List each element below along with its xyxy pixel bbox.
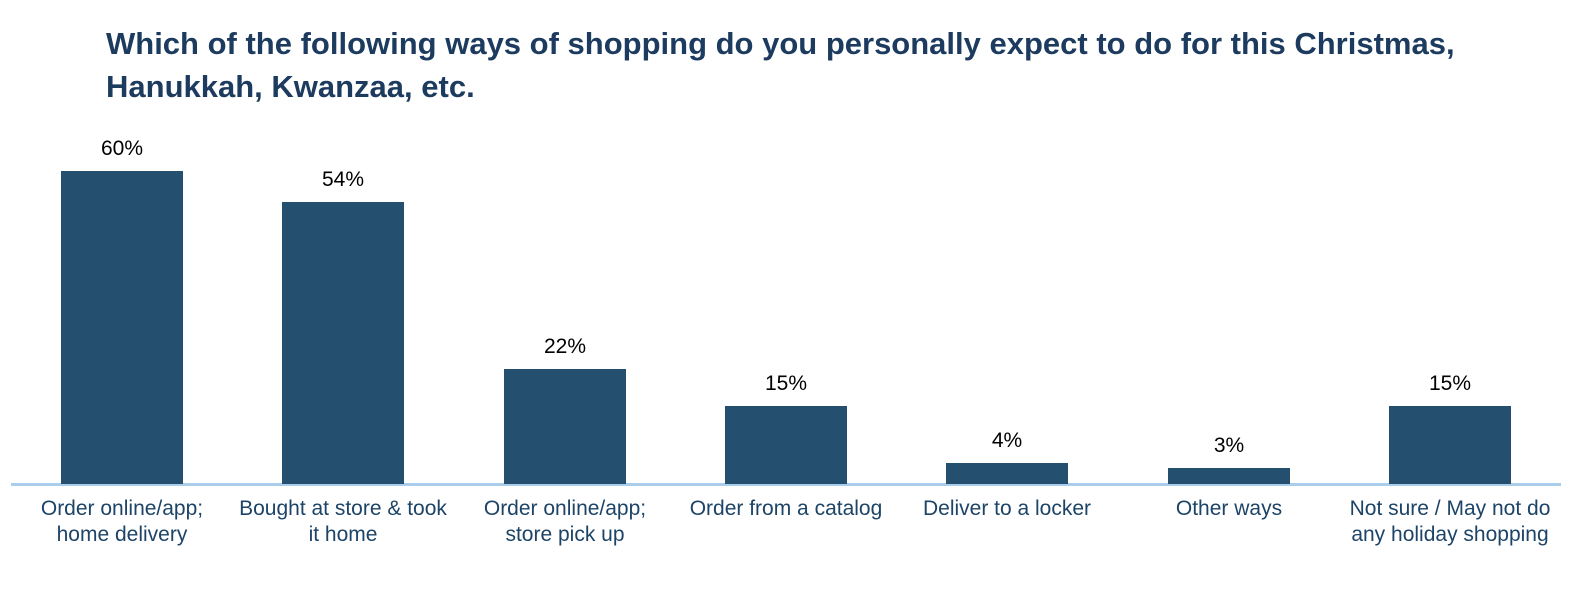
category-label-line: Order online/app; — [40, 497, 204, 520]
category-label: Other ways — [1114, 496, 1344, 522]
category-label-line: it home — [308, 523, 378, 546]
category-label: Order online/app; home delivery — [7, 496, 237, 548]
category-label-line: Bought at store & took — [239, 497, 447, 520]
category-label: Bought at store & took it home — [228, 496, 458, 548]
bar-value-label: 22% — [543, 335, 587, 358]
category-label-line: Deliver to a locker — [922, 497, 1092, 520]
category-label-line: store pick up — [505, 523, 625, 546]
bar-value-label: 54% — [321, 168, 365, 191]
chart-title: Which of the following ways of shopping … — [106, 26, 1455, 104]
bar-value-label: 15% — [1428, 372, 1472, 395]
bar-3 — [725, 406, 847, 484]
bar-value-label: 15% — [764, 372, 808, 395]
category-label: Not sure / May not do any holiday shoppin… — [1335, 496, 1565, 548]
bar-value-label: 4% — [991, 429, 1023, 452]
bar-0 — [61, 171, 183, 484]
category-label-line: Order online/app; — [483, 497, 647, 520]
category-label-line: Other ways — [1175, 497, 1283, 520]
category-label-line: any holiday shopping — [1351, 523, 1549, 546]
category-label: Deliver to a locker — [892, 496, 1122, 522]
bar-1 — [282, 202, 404, 484]
category-label-line: home delivery — [56, 523, 188, 546]
bar-value-label: 60% — [100, 137, 144, 160]
bar-2 — [504, 369, 626, 484]
category-label: Order online/app; store pick up — [450, 496, 680, 548]
bar-6 — [1389, 406, 1511, 484]
bar-5 — [1168, 468, 1290, 484]
bar-value-label: 3% — [1213, 434, 1245, 457]
bar-4 — [946, 463, 1068, 484]
category-label-line: Order from a catalog — [689, 497, 883, 520]
x-axis-line — [11, 483, 1561, 486]
category-label-line: Not sure / May not do — [1349, 497, 1551, 520]
category-label: Order from a catalog — [671, 496, 901, 522]
